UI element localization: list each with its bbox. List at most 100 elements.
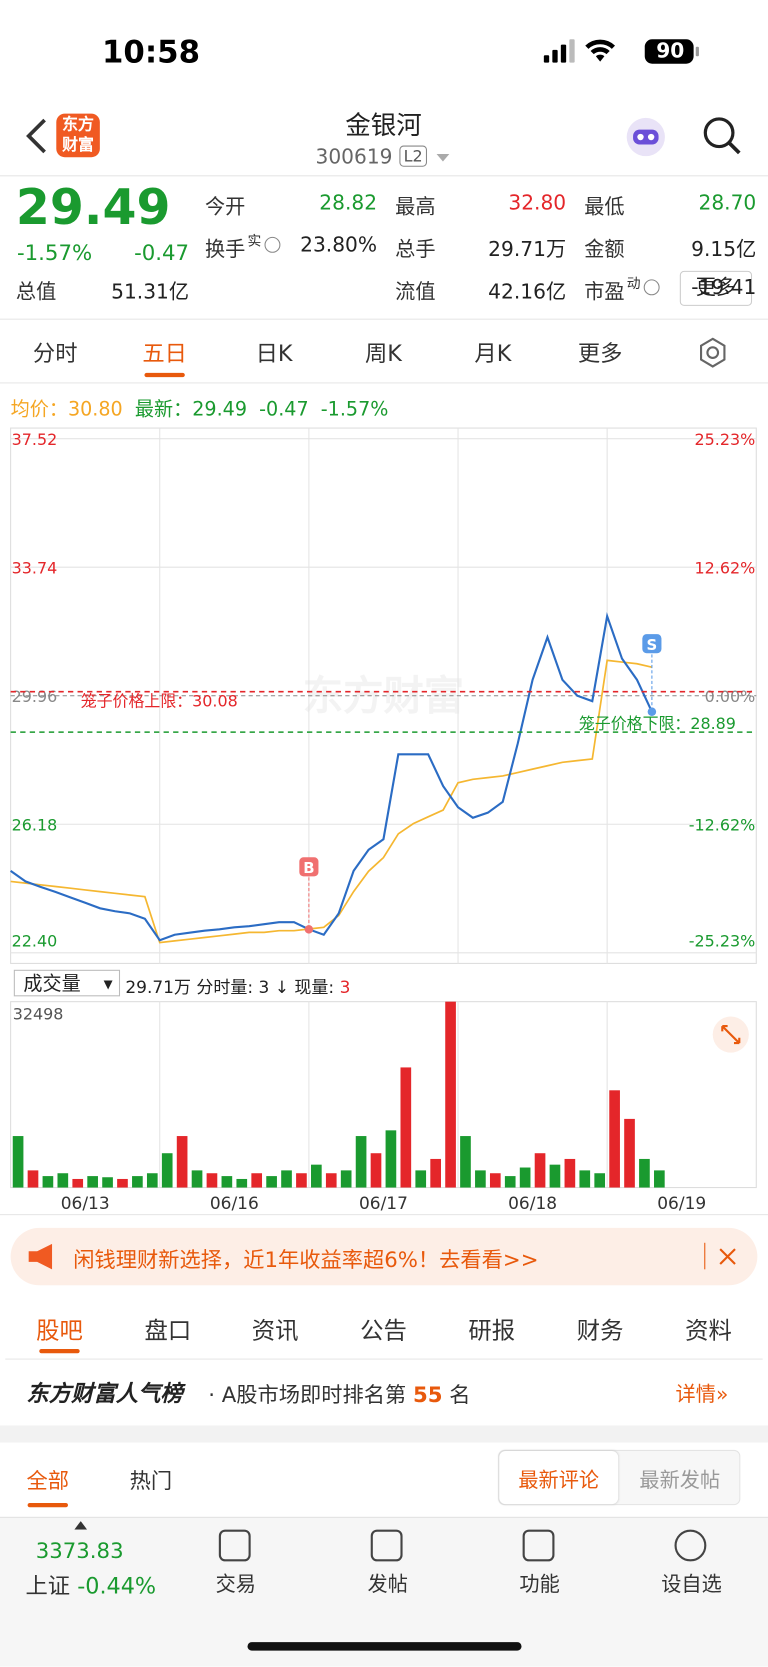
period-tab[interactable]: 分时 <box>32 340 78 367</box>
gap <box>0 1425 768 1443</box>
volume-bar <box>475 1170 486 1188</box>
field-label: 金额 <box>584 237 625 262</box>
volume-bar <box>191 1170 203 1188</box>
divider <box>0 1214 768 1216</box>
volume-bar <box>236 1178 248 1188</box>
chart-info: 均价：30.80 最新：29.49 -0.47 -1.57% <box>11 394 389 422</box>
cage-label-value: 28.89 <box>690 714 736 733</box>
x-tick-label: 06/16 <box>210 1194 259 1214</box>
megaphone-icon <box>28 1243 53 1270</box>
search-icon[interactable] <box>701 115 743 157</box>
nav-label[interactable]: 设自选 <box>661 1573 722 1597</box>
level-badge[interactable]: L2 <box>399 145 427 167</box>
trade-mark: S <box>647 636 658 654</box>
settings-icon[interactable] <box>697 337 729 369</box>
back-button[interactable] <box>21 117 53 155</box>
status-icons <box>543 39 699 64</box>
divider <box>0 382 768 384</box>
stock-name: 金银河 <box>345 110 422 141</box>
volume-frame <box>10 1001 757 1189</box>
volume-bar <box>251 1173 263 1188</box>
y-tick-label: 33.74 <box>12 559 58 578</box>
price-chart: 东方财富22.4026.1829.9633.7437.52-25.23%-12.… <box>10 427 757 964</box>
y-tick-label: 37.52 <box>12 430 58 449</box>
volume-bar <box>549 1164 561 1188</box>
field-sup: 动 <box>626 276 641 293</box>
cage-label: 笼子价格上限：30.08 <box>81 692 238 711</box>
volume-bar <box>519 1167 531 1188</box>
period-tab[interactable]: 周K <box>364 340 402 367</box>
field-label: 总手 <box>395 237 436 262</box>
nav-icon[interactable] <box>522 1529 555 1562</box>
period-tab[interactable]: 五日 <box>142 340 187 367</box>
app-logo: 东方 财富 <box>56 113 100 158</box>
sub-tab[interactable]: 热门 <box>129 1467 173 1494</box>
period-tab[interactable]: 月K <box>474 340 512 367</box>
trade-badge <box>299 857 319 877</box>
field-value: 28.70 <box>698 191 757 215</box>
field-value: 9.15亿 <box>691 237 757 262</box>
volume-bar <box>87 1176 98 1188</box>
volume-selector[interactable]: 成交量 ▼ <box>13 969 121 997</box>
nav-icon[interactable] <box>370 1529 403 1562</box>
volume-bar <box>161 1153 173 1188</box>
rank-detail[interactable]: 详情» <box>675 1382 729 1407</box>
volume-bar <box>594 1173 606 1188</box>
nav-label[interactable]: 功能 <box>519 1573 560 1597</box>
more-button[interactable]: 更多 <box>679 270 753 306</box>
section-tab[interactable]: 资讯 <box>251 1318 299 1345</box>
sort-option[interactable]: 最新评论 <box>518 1469 600 1493</box>
period-tab[interactable]: 更多 <box>577 340 623 367</box>
nav-icon[interactable] <box>674 1529 707 1562</box>
selector-text: 成交量 <box>23 972 81 996</box>
field-label: 流值 <box>395 280 436 304</box>
index-pct: -0.44% <box>77 1573 157 1599</box>
sub-tab[interactable]: 全部 <box>26 1467 70 1494</box>
period-tab[interactable]: 日K <box>255 340 293 367</box>
tab-underline <box>27 1503 68 1508</box>
volume-bar <box>489 1173 501 1188</box>
stock-code: 300619 <box>315 145 393 169</box>
expand-icon <box>721 1025 741 1045</box>
y2-tick-label: 0.00% <box>705 687 756 706</box>
promo-banner[interactable] <box>10 1227 758 1286</box>
change: -0.47 <box>134 240 190 266</box>
rank-brand: 东方财富人气榜 <box>26 1380 183 1407</box>
nav-label[interactable]: 交易 <box>215 1573 256 1597</box>
y-tick-label: 22.40 <box>12 931 58 950</box>
y2-tick-label: 25.23% <box>695 430 756 449</box>
field-value: 32.80 <box>508 191 567 215</box>
section-tab[interactable]: 财务 <box>576 1318 624 1345</box>
x-tick-label: 06/18 <box>508 1194 557 1214</box>
up-arrow <box>74 1521 88 1530</box>
bottom-bar <box>0 1516 768 1667</box>
y-tick-label: 26.18 <box>12 816 58 835</box>
avg-label: 均价： <box>10 398 68 421</box>
section-tab[interactable]: 研报 <box>468 1318 516 1345</box>
section-tab[interactable]: 资料 <box>685 1318 732 1345</box>
section-tab[interactable]: 盘口 <box>144 1318 192 1345</box>
section-tab[interactable]: 股吧 <box>36 1318 83 1345</box>
price-line <box>10 611 653 942</box>
section-tab[interactable]: 公告 <box>360 1318 407 1345</box>
volume-bar <box>370 1153 382 1188</box>
volume-bar <box>325 1173 337 1188</box>
detail-text: 详情 <box>675 1382 716 1407</box>
nav-label[interactable]: 发帖 <box>367 1573 408 1597</box>
robot-icon[interactable] <box>624 115 669 160</box>
cage-label-text: 笼子价格上限： <box>81 692 192 711</box>
tab-underline <box>39 1348 80 1354</box>
trade-dot <box>304 925 314 934</box>
field-label: 总值 <box>15 280 57 304</box>
index-name: 上证 <box>25 1573 71 1599</box>
close-icon[interactable] <box>718 1247 737 1266</box>
cage-label-value: 30.08 <box>192 692 238 711</box>
nav-icon[interactable] <box>218 1529 251 1562</box>
volume-bar <box>460 1136 471 1188</box>
sort-option[interactable]: 最新发帖 <box>639 1469 721 1493</box>
field-label: 最低 <box>584 195 625 219</box>
info-icon <box>643 279 660 296</box>
field-value: 23.80% <box>300 233 378 258</box>
